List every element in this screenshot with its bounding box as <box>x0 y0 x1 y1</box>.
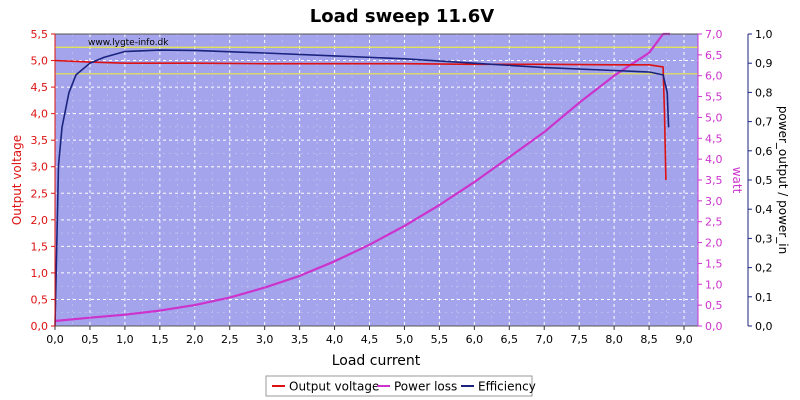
y-right1-tick-label: 6,0 <box>705 70 723 83</box>
y-right1-tick-label: 0,5 <box>705 299 723 312</box>
x-tick-label: 1,0 <box>116 333 134 346</box>
x-tick-label: 8,5 <box>640 333 658 346</box>
y-right1-tick-label: 6,5 <box>705 49 723 62</box>
legend-label: Efficiency <box>478 380 536 394</box>
x-tick-label: 5,0 <box>396 333 414 346</box>
y-left-tick-label: 5,0 <box>31 55 49 68</box>
chart-title: Load sweep 11.6V <box>310 6 494 27</box>
y-right1-tick-label: 1,0 <box>705 278 723 291</box>
y-right2-tick-label: 0,1 <box>755 291 773 304</box>
x-tick-label: 5,5 <box>431 333 449 346</box>
x-tick-label: 3,0 <box>256 333 274 346</box>
y-right1-tick-label: 3,0 <box>705 195 723 208</box>
y-left-tick-label: 4,5 <box>31 81 49 94</box>
y-right2-tick-label: 1,0 <box>755 28 773 41</box>
y-left-tick-label: 5,5 <box>31 28 49 41</box>
y-right2-tick-label: 0,6 <box>755 145 773 158</box>
x-axis-title: Load current <box>332 353 421 369</box>
x-tick-label: 7,5 <box>570 333 588 346</box>
x-tick-label: 7,0 <box>535 333 553 346</box>
legend-box <box>265 375 533 397</box>
y-right1-axis-title: watt <box>730 167 744 194</box>
y-right1-tick-label: 2,5 <box>705 216 723 229</box>
y-left-axis-title: Output voltage <box>10 135 24 225</box>
watermark: www.lygte-info.dk <box>88 38 169 48</box>
y-right1-tick-label: 1,5 <box>705 257 723 270</box>
x-tick-label: 6,0 <box>466 333 484 346</box>
y-left-tick-label: 4,0 <box>31 108 49 121</box>
series-line-efficiency <box>54 49 670 327</box>
y-right1-tick-label: 4,5 <box>705 132 723 145</box>
y-right1-tick-label: 0,0 <box>705 320 723 333</box>
y-left-tick-label: 2,5 <box>31 187 49 200</box>
legend: Output voltage Power loss Efficiency <box>265 375 536 397</box>
y-right1-tick-label: 5,5 <box>705 91 723 104</box>
plot-area <box>54 32 698 327</box>
x-tick-label: 2,0 <box>186 333 204 346</box>
x-tick-label: 6,5 <box>501 333 519 346</box>
y-left-tick-label: 2,0 <box>31 214 49 227</box>
y-right2-tick-label: 0,8 <box>755 86 773 99</box>
legend-label: Power loss <box>394 380 457 394</box>
y-right1-tick-label: 7,0 <box>705 28 723 41</box>
y-right2-axis-title: power_output / power_in <box>776 106 790 254</box>
y-right2-tick-label: 0,7 <box>755 116 773 129</box>
y-right2-tick-label: 0,3 <box>755 232 773 245</box>
y-right2-tick-label: 0,0 <box>755 320 773 333</box>
y-left-tick-label: 3,5 <box>31 134 49 147</box>
series-line-power-loss <box>54 32 670 323</box>
y-right1-tick-label: 3,5 <box>705 174 723 187</box>
x-tick-label: 3,5 <box>291 333 309 346</box>
x-tick-label: 1,5 <box>151 333 169 346</box>
y-right1-tick-label: 5,0 <box>705 111 723 124</box>
y-right1-tick-label: 2,0 <box>705 237 723 250</box>
y-left-tick-label: 0,5 <box>31 293 49 306</box>
y-left-tick-label: 1,5 <box>31 240 49 253</box>
y-right2-tick-label: 0,5 <box>755 174 773 187</box>
y-left-tick-label: 1,0 <box>31 267 49 280</box>
y-left-tick-label: 3,0 <box>31 161 49 174</box>
x-tick-label: 4,5 <box>361 333 379 346</box>
x-tick-label: 8,0 <box>605 333 623 346</box>
x-tick-label: 0,0 <box>46 333 64 346</box>
y-right1-tick-label: 4,0 <box>705 153 723 166</box>
legend-label: Output voltage <box>289 380 379 394</box>
x-tick-label: 2,5 <box>221 333 239 346</box>
y-right2-tick-label: 0,2 <box>755 262 773 275</box>
x-tick-label: 0,5 <box>81 333 99 346</box>
series-line-output-voltage <box>54 59 667 181</box>
y-right2-tick-label: 0,4 <box>755 203 773 216</box>
x-tick-label: 9,0 <box>675 333 693 346</box>
x-tick-label: 4,0 <box>326 333 344 346</box>
y-right2-tick-label: 0,9 <box>755 57 773 70</box>
axes: 0,0 0,5 1,0 1,5 2,0 2,5 3,0 3,5 4,0 4,5 5,0 5,5 6,0 6… <box>31 28 773 346</box>
y-left-tick-label: 0,0 <box>31 320 49 333</box>
